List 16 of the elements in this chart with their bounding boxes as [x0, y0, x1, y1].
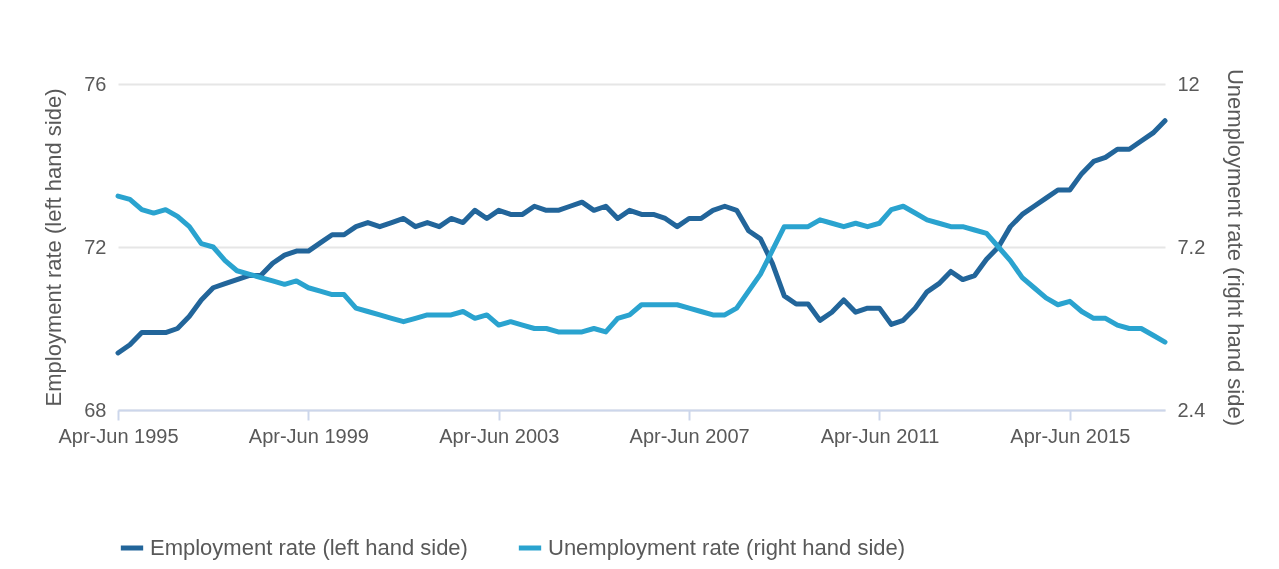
legend-label: Employment rate (left hand side): [150, 535, 468, 560]
y-tick-label: 68: [84, 398, 107, 421]
y-tick-label: 76: [84, 72, 107, 95]
x-tick-label: Apr-Jun 2003: [439, 424, 560, 447]
legend-label: Unemployment rate (right hand side): [548, 535, 906, 560]
x-tick-label: Apr-Jun 1999: [248, 424, 369, 447]
y-tick-label: 72: [84, 235, 107, 258]
x-tick-label: Apr-Jun 1995: [58, 424, 179, 447]
y-axis-title: Employment rate (left hand side): [41, 88, 67, 407]
x-tick-label: Apr-Jun 2015: [1010, 424, 1131, 447]
y2-tick-label: 7.2: [1177, 235, 1206, 258]
x-tick-label: Apr-Jun 2007: [629, 424, 750, 447]
x-tick-label: Apr-Jun 2011: [820, 424, 940, 447]
y2-tick-label: 2.4: [1177, 398, 1206, 421]
y2-tick-label: 12: [1177, 72, 1200, 95]
y2-axis-title: Unemployment rate (right hand side): [1223, 68, 1249, 427]
